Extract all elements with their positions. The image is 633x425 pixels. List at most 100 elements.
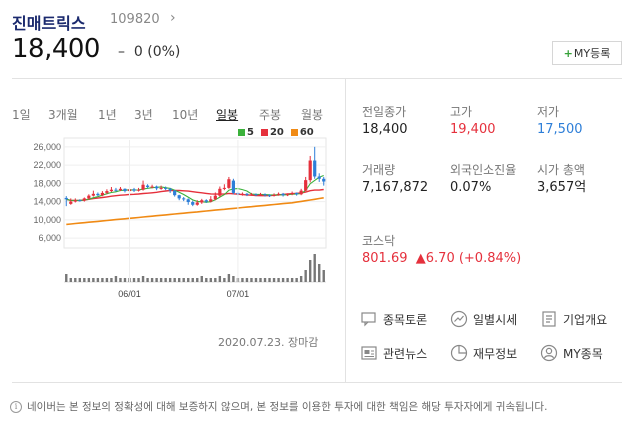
volume-bar: [272, 278, 276, 282]
header-divider: [12, 78, 622, 79]
x-tick-label: 07/01: [227, 289, 250, 299]
volume-bar: [209, 278, 213, 282]
stock-chart: 26,000 22,000 18,000 14,000 10,000 6,000 06/01…: [33, 137, 327, 299]
volume-bar: [96, 278, 100, 282]
tab-1y[interactable]: 1년: [98, 108, 117, 122]
volume-bar: [173, 278, 176, 282]
up-arrow-icon: ▲: [415, 251, 426, 266]
candle-body: [313, 160, 317, 177]
volume-bar: [200, 276, 203, 282]
volume-bar: [232, 276, 235, 282]
candle-body: [281, 193, 285, 196]
volume-bar: [155, 278, 158, 282]
menu-label: 종목토론: [383, 312, 428, 327]
chevron-right-icon[interactable]: ›: [170, 10, 176, 26]
menu-label: 재무정보: [473, 346, 518, 361]
plus-icon: +: [563, 46, 573, 60]
x-tick-label: 06/01: [118, 289, 141, 299]
volume-bar: [83, 278, 86, 282]
kosdaq-change: 6.70 (+0.84%): [425, 251, 522, 266]
volume-bar: [205, 278, 208, 282]
ma60-line: [66, 197, 324, 226]
volume-bar: [286, 278, 289, 282]
volume-bar: [259, 278, 262, 282]
candle-body: [231, 180, 235, 193]
volume-bar: [313, 254, 316, 282]
my-register-button[interactable]: + MY등록: [552, 41, 622, 65]
candle-body: [254, 194, 258, 196]
candle-body: [322, 178, 326, 182]
y-tick-label: 6,000: [38, 233, 61, 243]
candle-body: [105, 191, 109, 193]
disclaimer-text: 네이버는 본 정보의 정확성에 대해 보증하지 않으며, 본 정보를 이용한 투…: [27, 401, 548, 413]
quick-menu: 종목토론 일별시세 기업개요 관련뉴스 재무정보 MY종목: [360, 306, 622, 366]
info-value: 18,400: [362, 122, 408, 137]
volume-bar: [146, 278, 149, 282]
candle-body: [150, 186, 154, 188]
tab-1d[interactable]: 1일: [12, 108, 31, 122]
info-value: 3,657억: [537, 180, 587, 195]
tab-weekly[interactable]: 주봉: [259, 108, 282, 122]
menu-financial-info[interactable]: 재무정보: [450, 344, 517, 362]
volume-bar: [277, 278, 280, 282]
tab-3m[interactable]: 3개월: [48, 108, 78, 122]
tab-daily[interactable]: 일봉: [216, 108, 239, 122]
candle-body: [168, 188, 172, 191]
candle-body: [118, 188, 123, 191]
menu-company-overview[interactable]: 기업개요: [540, 310, 607, 328]
candle-body: [73, 200, 77, 202]
volume-bar: [110, 278, 113, 282]
column-divider: [345, 79, 346, 382]
volume-bar: [105, 278, 109, 282]
info-volume: 거래량 7,167,872: [362, 162, 450, 197]
menu-my-stocks[interactable]: MY종목: [540, 344, 603, 362]
volume-bar: [65, 274, 68, 282]
volume-bar: [196, 278, 199, 282]
tab-3y[interactable]: 3년: [134, 108, 153, 122]
info-foreign-ratio: 외국인소진율 0.07%: [450, 162, 528, 197]
kosdaq-label: 코스닥: [362, 234, 396, 248]
candle-body: [177, 195, 181, 199]
ma20-swatch: [260, 129, 268, 136]
ma5-label: 5: [247, 127, 254, 138]
info-value: 19,400: [450, 122, 496, 137]
volume-bar: [218, 276, 222, 282]
candle-body: [96, 193, 100, 196]
candle-body: [114, 189, 118, 191]
tab-monthly[interactable]: 월봉: [301, 108, 324, 122]
tab-10y[interactable]: 10년: [172, 108, 199, 122]
stock-code[interactable]: 109820: [110, 12, 160, 27]
info-value: 17,500: [537, 122, 583, 137]
trend-icon: [450, 310, 468, 328]
info-market-cap: 시가 총액 3,657억: [537, 162, 622, 197]
stock-name-link[interactable]: 진매트릭스: [12, 14, 86, 33]
volume-bar: [295, 278, 298, 282]
discussion-icon: [361, 312, 376, 327]
candle-body: [123, 188, 127, 192]
menu-daily-price[interactable]: 일별시세: [450, 310, 517, 328]
volume-bar: [69, 278, 72, 282]
info-value: 0.07%: [450, 180, 492, 195]
candle-body: [249, 194, 254, 196]
volume-bar: [245, 278, 249, 282]
volume-bar: [159, 278, 163, 282]
menu-discussion[interactable]: 종목토론: [360, 310, 427, 328]
y-tick-label: 10,000: [33, 215, 61, 225]
volume-bar: [114, 276, 118, 282]
candle-body: [272, 194, 276, 196]
disclaimer: i 네이버는 본 정보의 정확성에 대해 보증하지 않으며, 본 정보를 이용한…: [10, 399, 547, 414]
candle-body: [304, 180, 308, 191]
candle-body: [136, 189, 141, 191]
info-label: 전일종가: [362, 105, 407, 119]
menu-label: 기업개요: [563, 312, 608, 327]
info-label: 외국인소진율: [450, 163, 517, 177]
menu-related-news[interactable]: 관련뉴스: [360, 344, 427, 362]
candle-body: [141, 184, 145, 190]
candle-body: [299, 190, 303, 195]
candle-body: [64, 197, 68, 200]
y-tick-label: 22,000: [33, 160, 61, 170]
volume-bar: [214, 278, 217, 282]
kosdaq-index[interactable]: 코스닥 801.69 ▲6.70 (+0.84%): [362, 233, 622, 268]
candle-body: [195, 202, 199, 205]
volume-bar: [164, 278, 167, 282]
